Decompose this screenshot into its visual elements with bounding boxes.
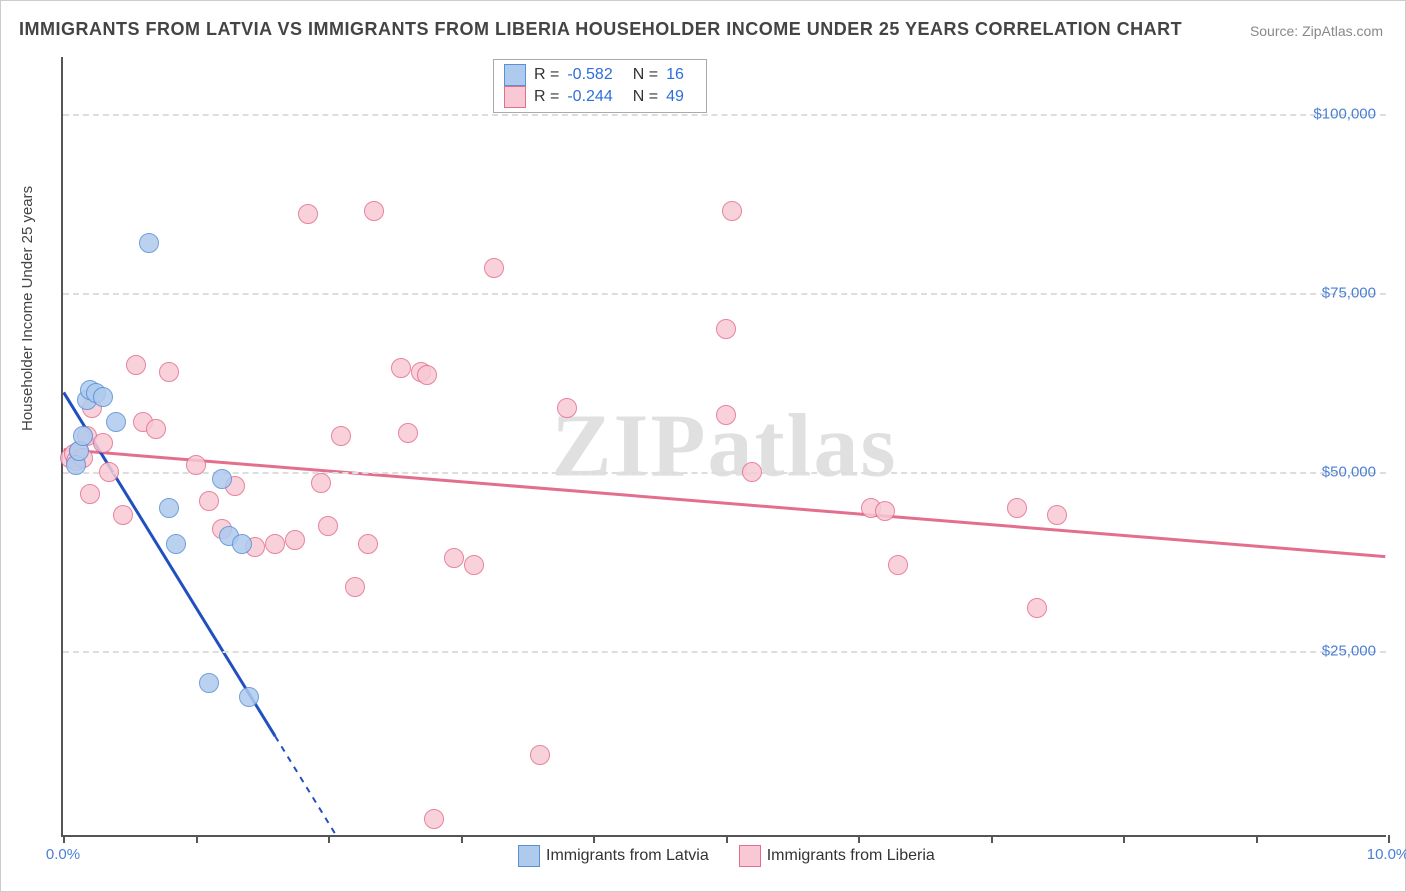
y-tick-label: $100,000 xyxy=(1313,106,1376,123)
x-tick xyxy=(593,835,595,843)
liberia-marker xyxy=(331,426,351,446)
x-tick xyxy=(328,835,330,843)
liberia-marker xyxy=(424,809,444,829)
liberia-marker xyxy=(345,577,365,597)
x-tick xyxy=(63,835,65,843)
legend-item-liberia: Immigrants from Liberia xyxy=(739,845,935,867)
latvia-marker xyxy=(139,233,159,253)
legend-swatch-liberia xyxy=(504,86,526,108)
liberia-marker xyxy=(391,358,411,378)
legend-bottom-swatch-liberia xyxy=(739,845,761,867)
liberia-marker xyxy=(146,419,166,439)
chart-title: IMMIGRANTS FROM LATVIA VS IMMIGRANTS FRO… xyxy=(19,19,1182,40)
liberia-marker xyxy=(444,548,464,568)
liberia-marker xyxy=(875,501,895,521)
stat-n-liberia: 49 xyxy=(666,88,684,106)
latvia-marker xyxy=(166,534,186,554)
gridline xyxy=(63,293,1386,295)
y-tick-label: $75,000 xyxy=(1322,285,1376,302)
liberia-marker xyxy=(80,484,100,504)
x-tick xyxy=(196,835,198,843)
liberia-marker xyxy=(93,433,113,453)
stat-r-label: R = xyxy=(534,66,559,84)
liberia-marker xyxy=(716,405,736,425)
x-tick xyxy=(1256,835,1258,843)
stat-n-label2: N = xyxy=(633,88,658,106)
legend-label-liberia: Immigrants from Liberia xyxy=(767,847,935,865)
stat-n-label: N = xyxy=(633,66,658,84)
latvia-marker xyxy=(232,534,252,554)
legend-swatch-latvia xyxy=(504,64,526,86)
liberia-marker xyxy=(1047,505,1067,525)
chart-container: IMMIGRANTS FROM LATVIA VS IMMIGRANTS FRO… xyxy=(0,0,1406,892)
x-tick xyxy=(1388,835,1390,843)
liberia-marker xyxy=(113,505,133,525)
stat-n-latvia: 16 xyxy=(666,66,684,84)
liberia-marker xyxy=(126,355,146,375)
latvia-marker xyxy=(106,412,126,432)
latvia-marker xyxy=(212,469,232,489)
y-tick-label: $25,000 xyxy=(1322,642,1376,659)
liberia-marker xyxy=(358,534,378,554)
legend-series: Immigrants from Latvia Immigrants from L… xyxy=(518,845,935,867)
x-tick xyxy=(991,835,993,843)
x-tick xyxy=(1123,835,1125,843)
liberia-marker xyxy=(1027,598,1047,618)
legend-item-latvia: Immigrants from Latvia xyxy=(518,845,709,867)
x-tick xyxy=(726,835,728,843)
liberia-marker xyxy=(199,491,219,511)
liberia-marker xyxy=(298,204,318,224)
liberia-marker xyxy=(186,455,206,475)
latvia-marker xyxy=(239,687,259,707)
liberia-marker xyxy=(265,534,285,554)
gridline xyxy=(63,114,1386,116)
liberia-marker xyxy=(285,530,305,550)
liberia-marker xyxy=(417,365,437,385)
legend-stats-row-latvia: R = -0.582 N = 16 xyxy=(504,64,696,86)
x-max-label: 10.0% xyxy=(1367,846,1406,863)
y-axis-label: Householder Income Under 25 years xyxy=(19,186,36,431)
gridline xyxy=(63,472,1386,474)
stat-r-label2: R = xyxy=(534,88,559,106)
y-tick-label: $50,000 xyxy=(1322,464,1376,481)
liberia-marker xyxy=(464,555,484,575)
stat-r-latvia: -0.582 xyxy=(567,66,612,84)
legend-bottom-swatch-latvia xyxy=(518,845,540,867)
gridline xyxy=(63,651,1386,653)
x-tick xyxy=(858,835,860,843)
latvia-marker xyxy=(199,673,219,693)
liberia-marker xyxy=(398,423,418,443)
legend-stats: R = -0.582 N = 16 R = -0.244 N = 49 xyxy=(493,59,707,113)
liberia-marker xyxy=(1007,498,1027,518)
source-label: Source: ZipAtlas.com xyxy=(1250,23,1383,39)
liberia-marker xyxy=(888,555,908,575)
liberia-marker xyxy=(364,201,384,221)
liberia-marker xyxy=(722,201,742,221)
liberia-marker xyxy=(530,745,550,765)
liberia-marker xyxy=(742,462,762,482)
trend-lines xyxy=(63,57,1386,835)
liberia-marker xyxy=(99,462,119,482)
liberia-marker xyxy=(318,516,338,536)
x-min-label: 0.0% xyxy=(46,846,80,863)
stat-r-liberia: -0.244 xyxy=(567,88,612,106)
liberia-marker xyxy=(484,258,504,278)
legend-stats-row-liberia: R = -0.244 N = 49 xyxy=(504,86,696,108)
liberia-marker xyxy=(557,398,577,418)
x-tick xyxy=(461,835,463,843)
liberia-marker xyxy=(159,362,179,382)
latvia-marker xyxy=(93,387,113,407)
legend-label-latvia: Immigrants from Latvia xyxy=(546,847,709,865)
liberia-marker xyxy=(716,319,736,339)
liberia-marker xyxy=(311,473,331,493)
latvia-marker xyxy=(73,426,93,446)
plot-area: ZIPatlas R = -0.582 N = 16 R = -0.244 N … xyxy=(61,57,1386,837)
latvia-marker xyxy=(159,498,179,518)
